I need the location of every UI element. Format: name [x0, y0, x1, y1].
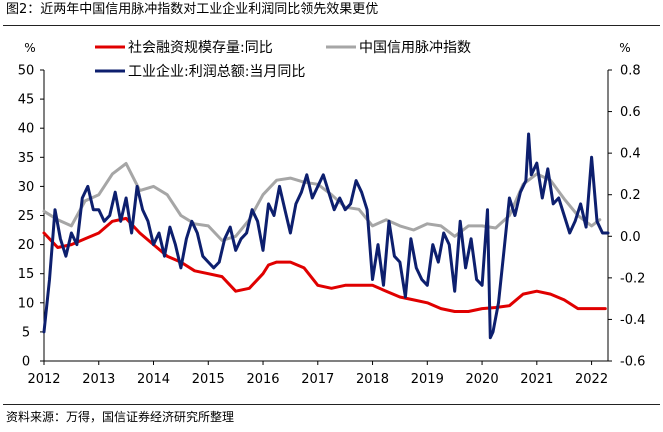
x-tick-label: 2019: [411, 372, 444, 387]
x-tick-label: 2020: [466, 372, 499, 387]
legend-label-0: 社会融资规模存量:同比: [128, 40, 273, 56]
source-divider: [3, 404, 660, 405]
x-tick-label: 2017: [301, 372, 334, 387]
right-tick-label: -0.6: [620, 355, 645, 370]
left-tick-label: 35: [18, 151, 35, 166]
x-tick-label: 2016: [246, 372, 279, 387]
right-tick-label: -0.2: [620, 271, 645, 286]
left-tick-label: 50: [18, 64, 35, 79]
x-tick-label: 2012: [27, 372, 60, 387]
axes-layer: 0 5 10 15 20 25 30 35 40 45 50 -0.6 -0.4 -0.2 0.0 0.2 0.…: [18, 41, 646, 387]
legend-label-2: 工业企业:利润总额:当月同比: [128, 63, 305, 80]
right-tick-label: 0.8: [620, 64, 641, 79]
right-axis-unit: %: [619, 41, 630, 55]
x-tick-label: 2013: [82, 372, 115, 387]
left-tick-label: 30: [18, 180, 35, 195]
right-tick-label: 0.4: [620, 147, 641, 162]
title-divider: [3, 25, 660, 26]
x-tick-label: 2015: [192, 372, 225, 387]
line-chart: 0 5 10 15 20 25 30 35 40 45 50 -0.6 -0.4 -0.2 0.0 0.2 0.…: [18, 40, 646, 387]
series-layer: [42, 132, 610, 340]
right-tick-label: 0.0: [620, 230, 641, 245]
left-tick-label: 15: [18, 267, 35, 282]
left-tick-label: 40: [18, 122, 35, 137]
left-axis-unit: %: [24, 41, 35, 55]
legend-label-1: 中国信用脉冲指数: [359, 40, 471, 56]
right-tick-label: 0.2: [620, 188, 641, 203]
left-tick-label: 25: [18, 209, 35, 224]
x-tick-label: 2021: [520, 372, 553, 387]
right-tick-label: 0.6: [620, 105, 641, 120]
left-tick-label: 45: [18, 93, 35, 108]
series-line-0: [42, 216, 607, 313]
figure-source: 资料来源：万得，国信证券经济研究所整理: [6, 410, 235, 424]
x-tick-label: 2018: [356, 372, 389, 387]
x-tick-label: 2014: [137, 372, 170, 387]
right-tick-label: -0.4: [620, 313, 645, 328]
series-line-2: [42, 132, 610, 340]
left-tick-label: 0: [22, 355, 30, 370]
left-tick-label: 5: [22, 325, 30, 340]
left-tick-label: 10: [18, 296, 35, 311]
figure-title: 图2：近两年中国信用脉冲指数对工业企业利润同比领先效果更优: [6, 2, 379, 17]
x-tick-label: 2022: [575, 372, 608, 387]
left-tick-label: 20: [18, 238, 35, 253]
